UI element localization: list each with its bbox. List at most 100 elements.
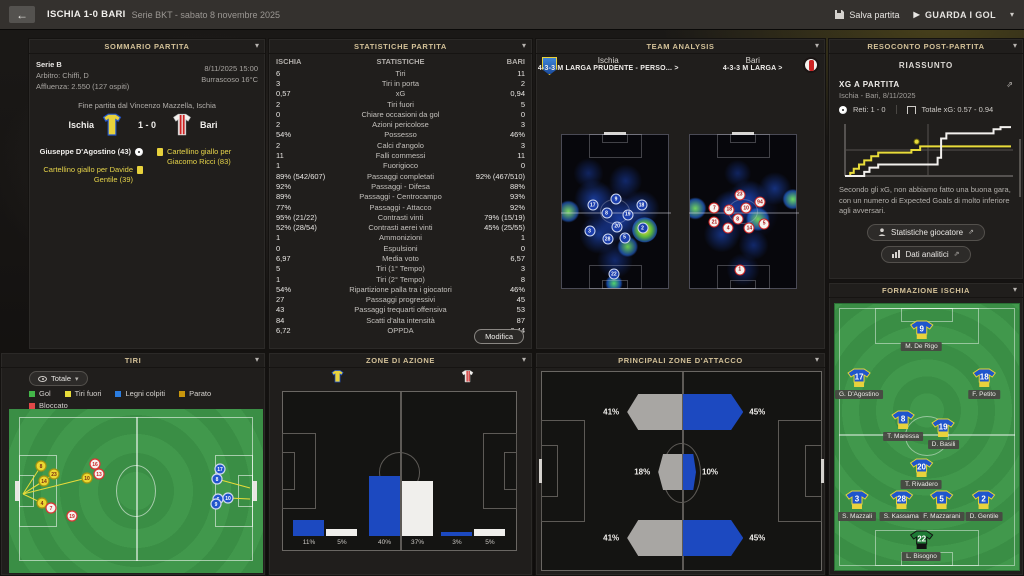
formation-player[interactable]: 20 T. Rivadero	[901, 458, 942, 490]
watch-goals-button[interactable]: ▶ GUARDA I GOL	[913, 9, 996, 20]
svg-text:2: 2	[982, 495, 987, 504]
stat-value: 0	[276, 243, 281, 253]
player-dot: 20	[611, 221, 623, 233]
chevron-down-icon[interactable]: ▾	[1012, 41, 1017, 50]
formation-player[interactable]: 8 T. Maressa	[883, 410, 923, 442]
stat-label: Chiare occasioni da gol	[361, 109, 440, 119]
panel-post-match: RESOCONTO POST-PARTITA ▾ RIASSUNTO XG A …	[828, 38, 1024, 280]
xg-line-bari	[845, 126, 1011, 177]
shot-marker	[36, 497, 48, 509]
player-dot: 2	[637, 222, 649, 234]
edit-stats-button[interactable]: Modifica	[474, 329, 524, 344]
zone-bar	[401, 480, 433, 536]
shots-filter-dropdown[interactable]: Totale ▾	[29, 371, 88, 386]
section-title: RIASSUNTO	[898, 61, 954, 70]
stat-value: 1	[276, 274, 281, 284]
home-team-name[interactable]: Ischia	[68, 120, 94, 130]
zone-value: 3%	[452, 539, 462, 546]
analysis-teams: Ischia 4-3-3 M LARGA PRUDENTE - PERSO...…	[536, 56, 825, 72]
svg-text:5: 5	[939, 495, 944, 504]
stat-value: 6,57	[510, 253, 525, 263]
player-stats-button[interactable]: Statistiche giocatore ⇗	[867, 223, 985, 241]
player-dot: 9	[610, 193, 622, 205]
panel-header: PRINCIPALI ZONE D'ATTACCO ▾	[536, 353, 825, 368]
save-match-button[interactable]: Salva partita	[835, 10, 899, 20]
chevron-down-icon[interactable]: ▾	[814, 41, 819, 50]
stat-value: 27	[276, 295, 285, 305]
home-formation-link[interactable]: 4-3-3 M LARGA PRUDENTE - PERSO... >	[537, 65, 679, 72]
scrollbar[interactable]	[1019, 139, 1021, 197]
formation-player[interactable]: 9 M. De Rigo	[901, 320, 942, 351]
zone-bar	[368, 476, 400, 536]
away-team-name[interactable]: Bari	[200, 120, 218, 130]
formation-player[interactable]: 18 F. Petito	[968, 368, 1000, 399]
formation-player[interactable]: 17 G. D'Agostino	[834, 368, 883, 399]
chevron-down-icon[interactable]: ▾	[1012, 285, 1017, 294]
shot-marker	[35, 460, 47, 472]
chevron-down-icon[interactable]: ▾	[254, 41, 259, 50]
formation-player[interactable]: 22 L. Bisogno	[902, 530, 941, 562]
formation-player[interactable]: 5 F. Mazzarani	[919, 490, 965, 522]
stat-label: Ammonizioni	[379, 233, 422, 243]
player-dot: 7	[708, 202, 720, 214]
chevron-down-icon[interactable]: ▾	[521, 355, 526, 364]
svg-text:22: 22	[917, 535, 926, 544]
expand-icon[interactable]: ⇗	[1006, 80, 1013, 89]
stat-label: Tiri fuori	[387, 99, 414, 109]
away-events: Cartellino giallo per Giacomo Ricci (83)	[157, 147, 261, 175]
svg-text:18: 18	[980, 372, 989, 381]
stat-row: 1 Tiri (2° Tempo) 8	[276, 274, 525, 284]
stats-column-headers: ISCHIA STATISTICHE BARI	[269, 54, 532, 68]
center-circle	[115, 464, 157, 518]
kit-icon: 28	[889, 490, 913, 510]
match-title: ISCHIA 1-0 BARI	[47, 9, 126, 20]
back-button[interactable]: ←	[9, 6, 35, 23]
panel-title: ZONE DI AZIONE	[366, 355, 435, 365]
stat-label: Passaggi completati	[366, 171, 435, 181]
analysis-away: Bari 4-3-3 M LARGA >	[681, 56, 826, 72]
shot-number: 8	[216, 477, 219, 483]
formation-player[interactable]: 19 D. Basili	[927, 418, 960, 450]
player-dot: 1	[734, 264, 746, 276]
legend-swatch	[115, 390, 122, 397]
attack-value-away: 10%	[702, 467, 719, 477]
home-name: Ischia	[597, 56, 619, 65]
shot-line	[216, 478, 251, 489]
legend-item: Tiri fuori	[64, 389, 101, 398]
home-heatmap-pitch: 9 17 18 8 19 20 2 3 28 5 22	[561, 132, 671, 289]
zone-value: 37%	[410, 539, 424, 546]
formation-player[interactable]: 2 D. Gentile	[965, 490, 1003, 522]
six-yard-right	[805, 445, 822, 497]
stat-row: 2 Azioni pericolose 3	[276, 119, 525, 129]
away-formation-link[interactable]: 4-3-3 M LARGA >	[722, 65, 783, 72]
divider	[895, 105, 897, 114]
attack-value-home: 41%	[603, 533, 620, 543]
panel-header: STATISTICHE PARTITA ▾	[269, 39, 532, 54]
player-name-label: D. Gentile	[965, 512, 1003, 522]
chevron-down-icon[interactable]: ▾	[814, 355, 819, 364]
attack-value-away: 45%	[749, 407, 766, 417]
chevron-down-icon[interactable]: ▾	[254, 355, 259, 364]
player-dot: 5	[758, 218, 770, 230]
stat-row: 52% (28/54) Contrasti aerei vinti 45% (25/…	[276, 222, 525, 232]
player-dot: 22	[608, 268, 620, 280]
goals-label: Reti: 1 - 0	[853, 105, 886, 114]
yellow-card-icon	[157, 148, 163, 156]
away-heatmap-pitch: 23 94 7 18 10 8 21 5 4 14 1	[689, 132, 799, 289]
ball-icon	[839, 106, 847, 114]
kit-icon: 9	[909, 320, 934, 339]
legend-swatch	[64, 390, 71, 397]
formation-player[interactable]: 3 S. Mazzali	[838, 490, 877, 522]
formation-player[interactable]: 28 S. Kassama	[879, 490, 923, 522]
analytics-button[interactable]: Dati analitici ⇗	[881, 245, 971, 263]
kit-icon: 22	[909, 530, 934, 550]
shot-number: 23	[51, 472, 57, 478]
stat-value: 3	[276, 78, 281, 88]
xg-commentary: Secondo gli xG, non abbiamo fatto una bu…	[839, 185, 1011, 215]
shot-marker	[38, 475, 50, 487]
attack-arrow-home	[658, 454, 683, 490]
stat-row: 54% Possesso 46%	[276, 130, 525, 140]
chevron-down-icon[interactable]: ▾	[521, 41, 526, 50]
watch-goals-dropdown[interactable]: ▾	[1009, 10, 1014, 19]
